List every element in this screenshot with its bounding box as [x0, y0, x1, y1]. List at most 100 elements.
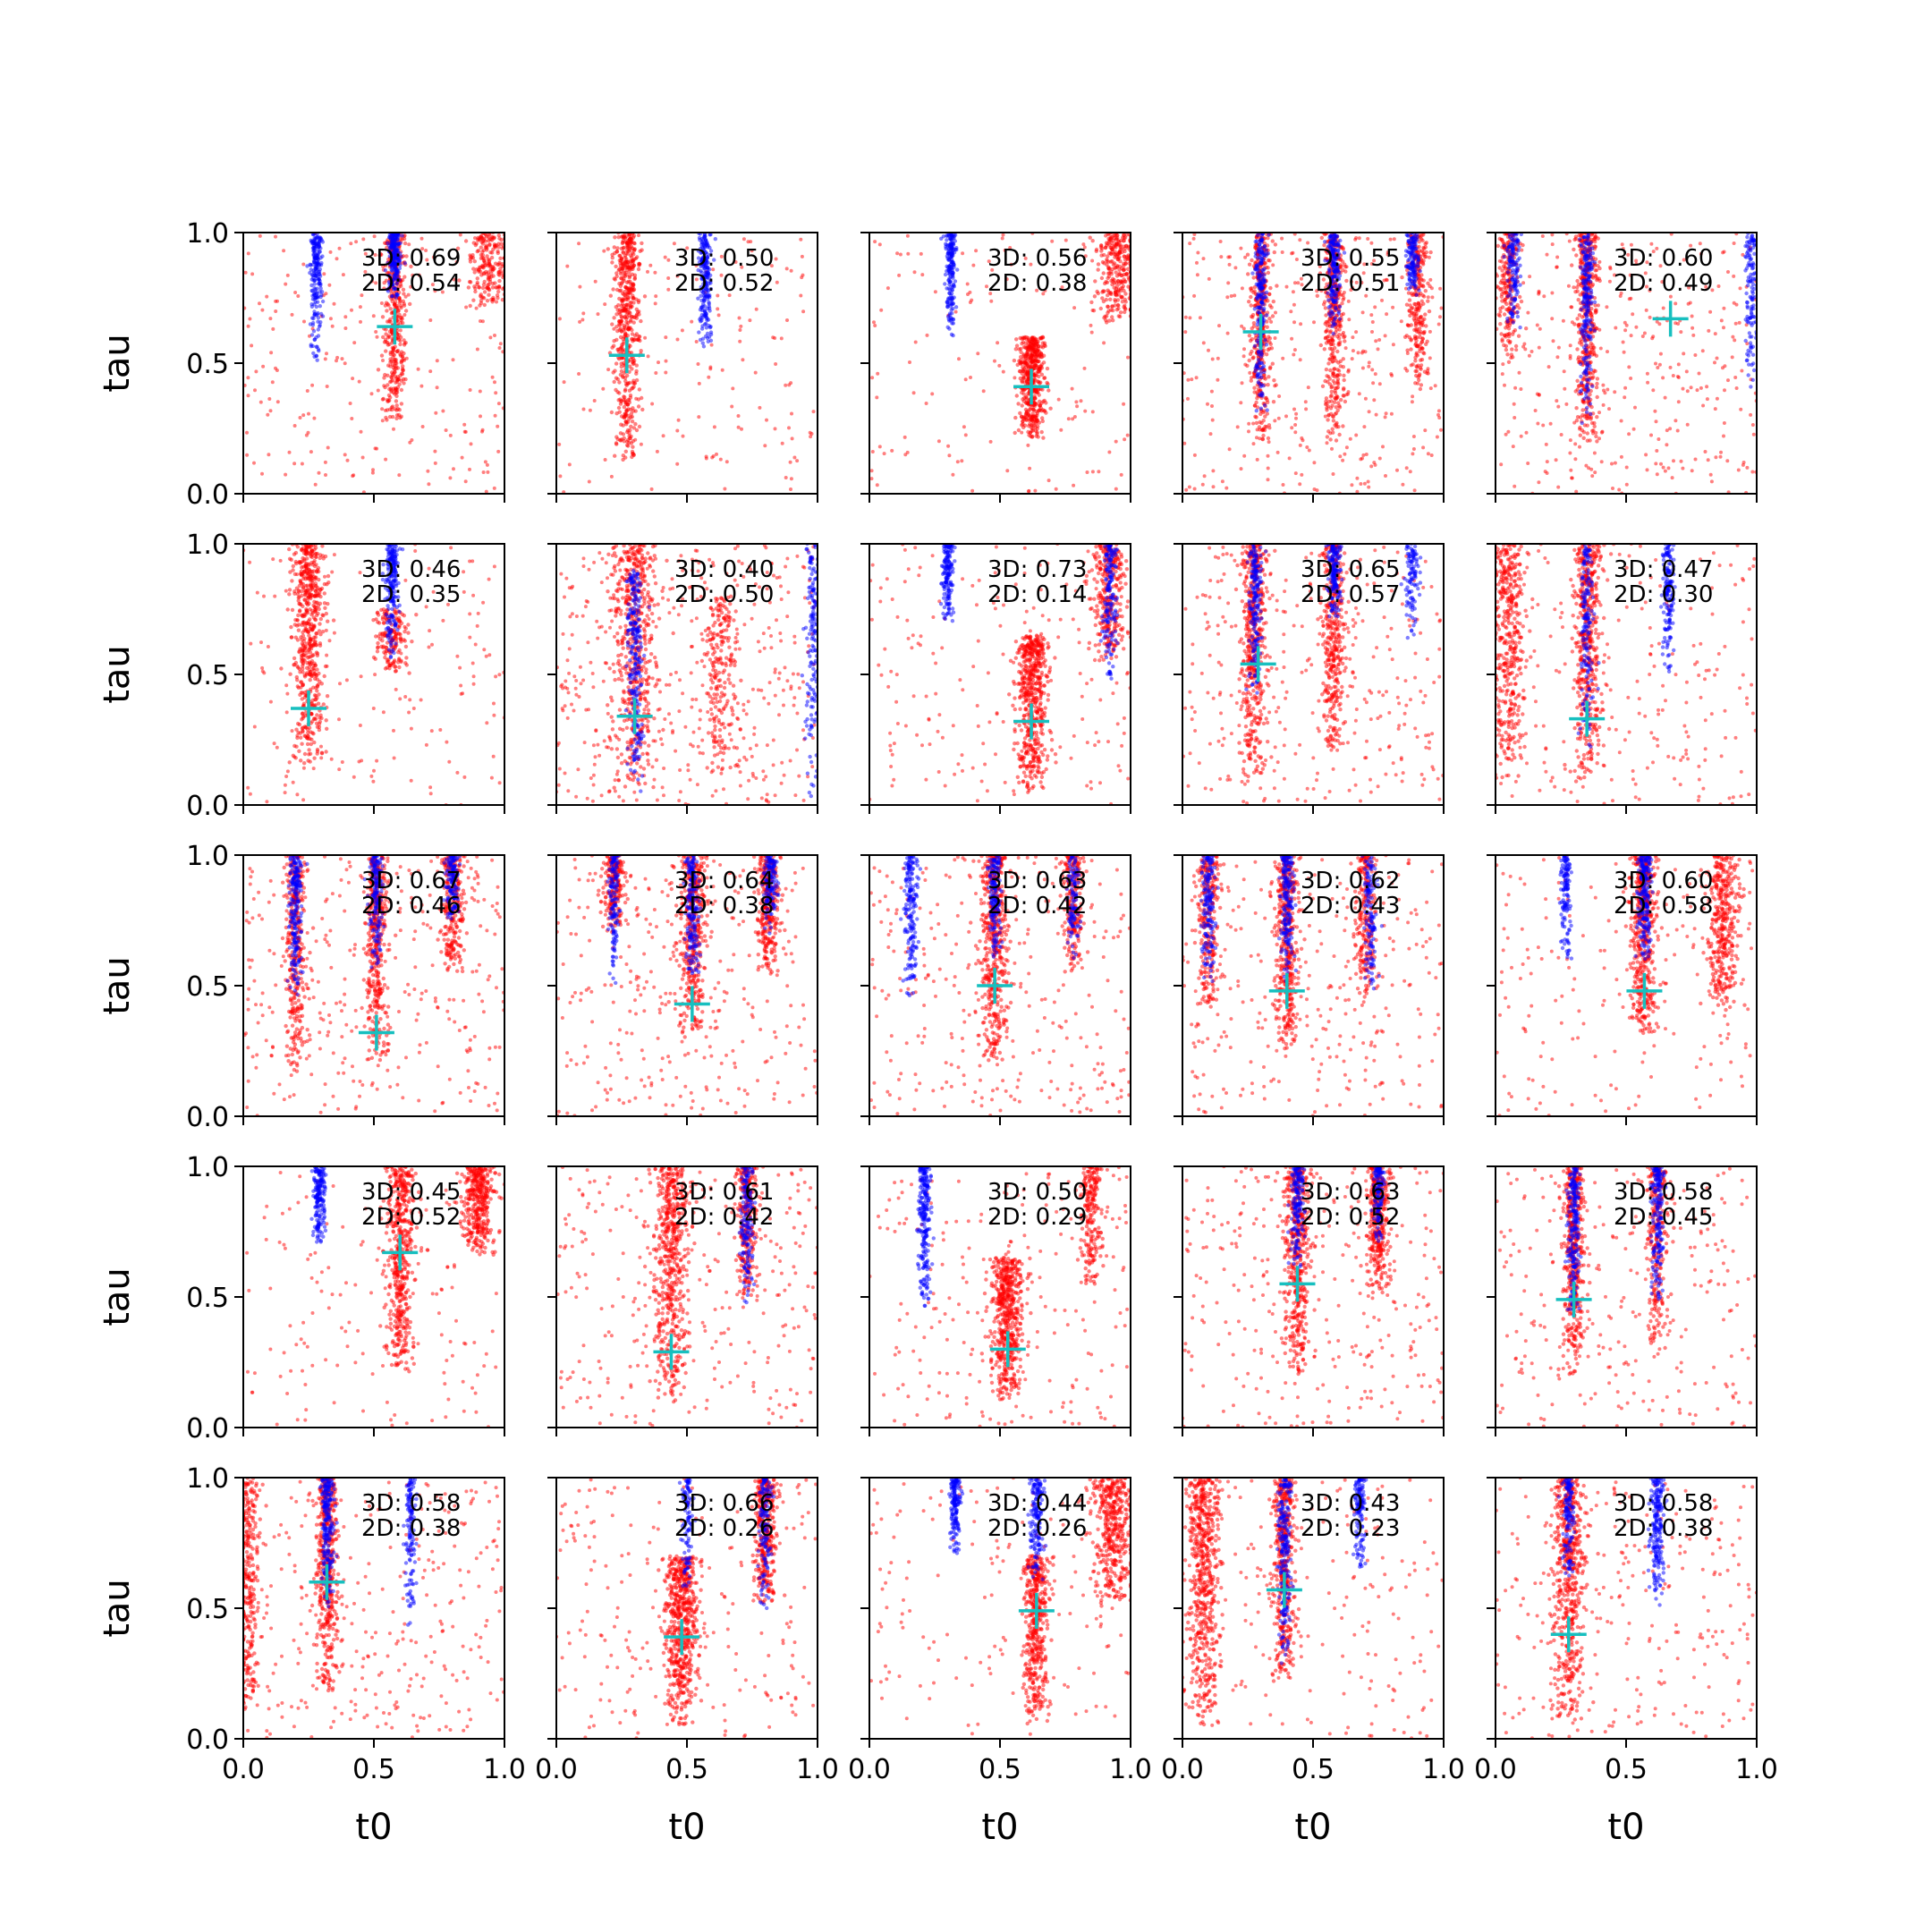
point-red: [1430, 295, 1435, 300]
point-red: [487, 292, 491, 297]
point-red: [478, 269, 483, 274]
point-red: [1036, 379, 1041, 385]
point-red: [1263, 424, 1267, 429]
point-red: [1251, 321, 1257, 326]
point-blue: [1260, 365, 1265, 370]
point-blue: [952, 234, 957, 239]
point-red: [749, 240, 753, 244]
point-red: [784, 267, 789, 271]
point-red: [718, 457, 723, 462]
point-red: [1046, 388, 1051, 393]
point-red: [792, 455, 797, 460]
point-red: [1390, 373, 1394, 377]
point-red: [343, 453, 347, 457]
point-red: [1020, 342, 1024, 346]
point-red: [1274, 383, 1278, 387]
point-red: [617, 253, 622, 258]
point-blue: [388, 236, 394, 242]
point-red: [623, 297, 629, 301]
point-red: [1276, 416, 1281, 420]
point-red: [653, 301, 657, 306]
point-red: [473, 286, 478, 291]
point-red: [1342, 377, 1346, 383]
point-red: [1344, 445, 1349, 450]
point-red: [1427, 255, 1431, 259]
point-red: [471, 267, 476, 271]
point-red: [672, 242, 676, 246]
point-red: [1089, 330, 1094, 335]
point-blue: [1342, 250, 1347, 255]
point-blue: [708, 249, 714, 253]
point-red: [480, 250, 485, 254]
point-red: [1290, 426, 1294, 430]
point-red: [1312, 461, 1317, 465]
point-red: [1117, 250, 1123, 256]
point-red: [631, 293, 635, 298]
point-red: [1383, 415, 1387, 419]
point-red: [1412, 327, 1417, 333]
point-red: [1004, 277, 1009, 282]
point-red: [716, 313, 721, 318]
point-red: [343, 361, 347, 366]
point-red: [467, 279, 472, 284]
point-red: [1013, 376, 1017, 380]
point-blue: [1258, 406, 1264, 411]
point-red: [711, 267, 716, 272]
point-red: [1362, 481, 1367, 486]
point-red: [1123, 261, 1128, 266]
point-red: [380, 407, 385, 411]
point-red: [1341, 357, 1346, 361]
point-red: [360, 455, 365, 460]
point-red: [271, 326, 275, 331]
point-red: [327, 283, 332, 287]
point-red: [1275, 450, 1280, 454]
point-red: [596, 312, 600, 317]
point-red: [895, 251, 900, 256]
point-red: [1436, 412, 1440, 417]
point-blue: [1323, 240, 1327, 244]
point-red: [472, 259, 477, 264]
point-red: [619, 414, 624, 419]
point-red: [1342, 394, 1346, 398]
point-red: [630, 419, 635, 424]
point-red: [1056, 397, 1061, 402]
point-red: [1354, 433, 1359, 437]
point-red: [1315, 293, 1320, 298]
point-red: [1268, 336, 1272, 341]
point-red: [640, 241, 644, 246]
point-red: [1251, 290, 1256, 295]
point-red: [800, 275, 804, 280]
scatter-points: [243, 233, 504, 494]
point-red: [402, 292, 406, 296]
point-red: [609, 474, 614, 479]
point-red: [1123, 307, 1128, 311]
point-red: [1040, 341, 1046, 345]
point-red: [741, 358, 745, 362]
point-red: [1018, 376, 1023, 381]
point-blue: [949, 332, 954, 337]
point-red: [739, 324, 743, 328]
point-red: [480, 319, 485, 324]
point-red: [394, 413, 400, 418]
point-red: [1123, 437, 1127, 442]
point-red: [1036, 435, 1040, 439]
point-red: [1041, 292, 1046, 296]
point-red: [1337, 336, 1342, 341]
point-red: [614, 325, 619, 329]
point-red: [1107, 450, 1112, 454]
point-red: [402, 313, 407, 317]
point-red: [397, 473, 402, 478]
point-red: [1020, 371, 1025, 376]
point-red: [1333, 381, 1337, 386]
point-blue: [1323, 258, 1327, 263]
point-red: [1290, 336, 1294, 341]
point-red: [1071, 417, 1075, 421]
point-red: [398, 342, 402, 347]
point-red: [1106, 233, 1110, 237]
point-red: [1343, 399, 1348, 404]
point-red: [1370, 330, 1374, 334]
point-red: [1016, 428, 1021, 433]
point-blue: [320, 299, 326, 304]
point-red: [441, 409, 445, 413]
